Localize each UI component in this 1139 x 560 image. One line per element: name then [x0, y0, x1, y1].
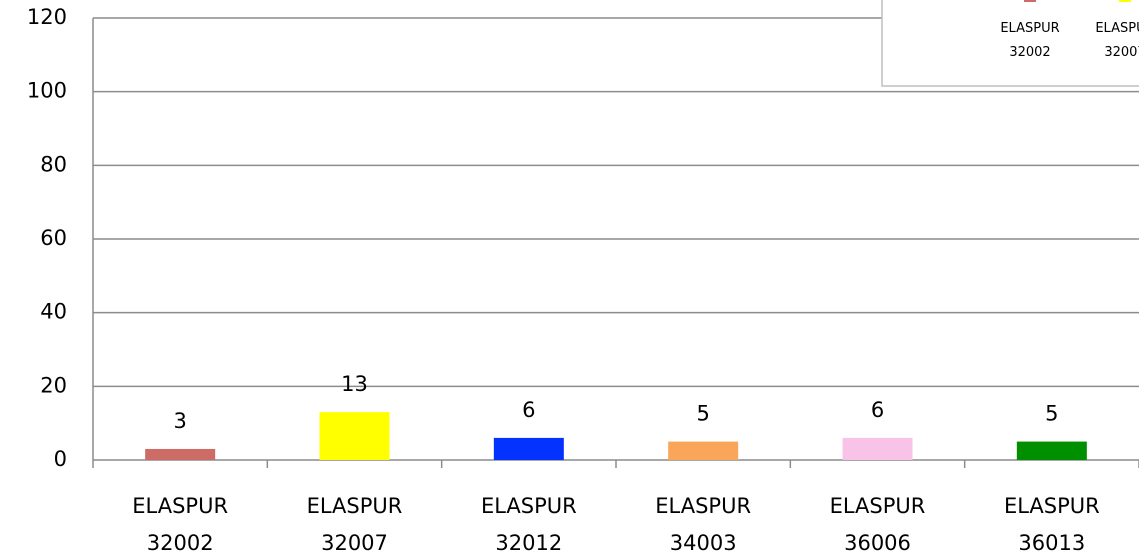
- x-tick-label: ELASPUR 32007: [307, 494, 403, 555]
- bar: [493, 437, 564, 460]
- legend: ELASPUR32002ELASPUR32007ELASPUR32012ELAS…: [881, 0, 1139, 87]
- data-label: 5: [1045, 402, 1058, 426]
- y-tick-label: 120: [27, 5, 67, 29]
- y-tick-label: 80: [40, 152, 67, 176]
- legend-swatch: [1024, 0, 1036, 2]
- y-tick-label: 100: [27, 79, 67, 103]
- legend-text: ELASPUR 32002: [1000, 21, 1059, 60]
- data-label: 6: [871, 398, 884, 422]
- x-tick-label: ELASPUR 32012: [481, 494, 577, 555]
- bar: [1016, 441, 1087, 460]
- bar: [842, 437, 913, 460]
- x-tick-label: ELASPUR 32002: [132, 494, 228, 555]
- y-tick-label: 60: [40, 226, 67, 250]
- legend-box: [881, 0, 1139, 87]
- y-tick-label: 0: [54, 447, 67, 471]
- bar: [145, 448, 216, 460]
- data-label: 6: [522, 398, 535, 422]
- data-label: 13: [341, 372, 368, 396]
- bar: [668, 441, 739, 460]
- x-tick-label: ELASPUR 36006: [830, 494, 926, 555]
- x-tick-label: ELASPUR 34003: [655, 494, 751, 555]
- bar: [319, 412, 390, 460]
- x-tick-label: ELASPUR 36013: [1004, 494, 1100, 555]
- data-label: 5: [696, 402, 709, 426]
- legend-swatch: [1119, 0, 1131, 2]
- y-tick-label: 40: [40, 300, 67, 324]
- y-tick-label: 20: [40, 373, 67, 397]
- data-label: 3: [173, 409, 186, 433]
